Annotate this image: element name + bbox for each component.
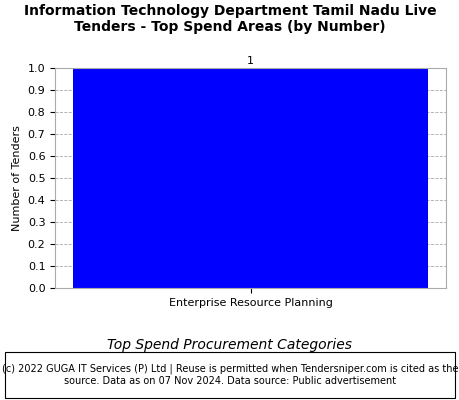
- Text: (c) 2022 GUGA IT Services (P) Ltd | Reuse is permitted when Tendersniper.com is : (c) 2022 GUGA IT Services (P) Ltd | Reus…: [2, 364, 457, 386]
- Text: Top Spend Procurement Categories: Top Spend Procurement Categories: [107, 338, 352, 352]
- FancyBboxPatch shape: [5, 352, 454, 398]
- Text: 1: 1: [246, 56, 254, 66]
- Y-axis label: Number of Tenders: Number of Tenders: [12, 125, 22, 231]
- Text: Information Technology Department Tamil Nadu Live
Tenders - Top Spend Areas (by : Information Technology Department Tamil …: [23, 4, 436, 34]
